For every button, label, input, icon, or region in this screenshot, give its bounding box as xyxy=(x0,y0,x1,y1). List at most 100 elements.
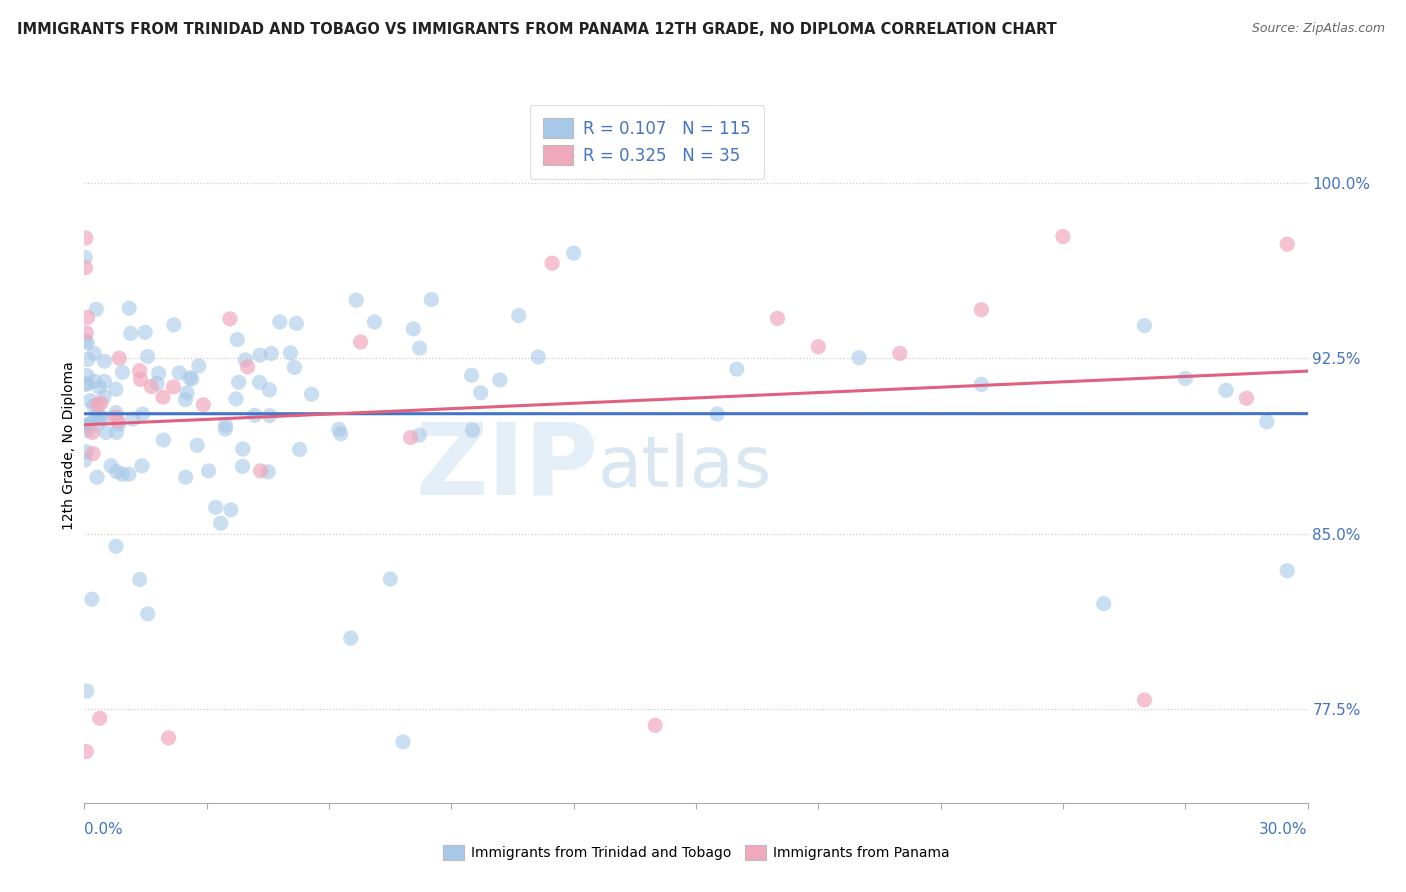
Point xyxy=(93,375,115,389)
Point xyxy=(131,407,153,421)
Point xyxy=(129,372,152,386)
Point xyxy=(260,346,283,360)
Point xyxy=(167,366,190,380)
Point xyxy=(249,348,271,362)
Y-axis label: 12th Grade, No Diploma: 12th Grade, No Diploma xyxy=(62,361,76,531)
Point xyxy=(84,409,107,424)
Point xyxy=(93,390,115,404)
Point xyxy=(111,365,134,379)
Point xyxy=(141,379,163,393)
Point xyxy=(84,302,107,317)
Point xyxy=(392,735,415,749)
Point xyxy=(118,467,141,482)
Point xyxy=(219,503,242,517)
Point xyxy=(380,572,402,586)
Point xyxy=(228,375,250,389)
Point xyxy=(328,422,350,436)
Point xyxy=(1277,564,1299,578)
Point xyxy=(461,423,484,437)
Point xyxy=(399,431,422,445)
Point xyxy=(174,392,197,407)
Point xyxy=(83,399,105,413)
Point xyxy=(104,405,127,419)
Point xyxy=(146,376,169,391)
Point xyxy=(93,354,115,368)
Point xyxy=(344,293,367,307)
Legend: Immigrants from Trinidad and Tobago, Immigrants from Panama: Immigrants from Trinidad and Tobago, Imm… xyxy=(436,838,956,867)
Point xyxy=(259,383,281,397)
Point xyxy=(508,309,530,323)
Point xyxy=(249,376,271,390)
Point xyxy=(83,374,105,388)
Point xyxy=(75,334,97,348)
Point xyxy=(1133,693,1156,707)
Point xyxy=(174,470,197,484)
Point xyxy=(970,302,993,317)
Point xyxy=(90,396,112,410)
Point xyxy=(79,416,101,430)
Text: Source: ZipAtlas.com: Source: ZipAtlas.com xyxy=(1251,22,1385,36)
Point xyxy=(214,422,236,436)
Point xyxy=(75,377,97,392)
Point xyxy=(180,372,202,386)
Point xyxy=(76,310,98,325)
Point xyxy=(86,417,108,432)
Point xyxy=(83,346,105,360)
Point xyxy=(94,425,117,440)
Point xyxy=(301,387,323,401)
Point xyxy=(848,351,870,365)
Point xyxy=(259,409,281,423)
Point xyxy=(136,350,159,364)
Point xyxy=(243,409,266,423)
Point xyxy=(283,360,305,375)
Point xyxy=(76,377,98,392)
Point xyxy=(179,370,201,384)
Point xyxy=(349,334,371,349)
Point xyxy=(104,409,127,424)
Point xyxy=(1236,392,1258,406)
Point xyxy=(163,318,186,332)
Point xyxy=(186,438,208,452)
Point xyxy=(889,346,911,360)
Point xyxy=(105,465,128,479)
Point xyxy=(91,411,114,425)
Point xyxy=(108,351,131,366)
Point xyxy=(408,341,430,355)
Point xyxy=(226,333,249,347)
Point xyxy=(75,744,97,758)
Point xyxy=(232,442,254,456)
Point xyxy=(1256,415,1278,429)
Point xyxy=(120,326,142,341)
Point xyxy=(235,352,257,367)
Point xyxy=(89,711,111,725)
Point xyxy=(107,414,129,428)
Point xyxy=(706,407,728,421)
Point xyxy=(1277,237,1299,252)
Point xyxy=(104,539,127,553)
Point xyxy=(111,467,134,482)
Point xyxy=(89,409,111,424)
Point xyxy=(257,465,280,479)
Point xyxy=(131,458,153,473)
Point xyxy=(76,424,98,438)
Point xyxy=(1174,371,1197,385)
Point xyxy=(970,377,993,392)
Point xyxy=(75,231,97,245)
Point xyxy=(489,373,512,387)
Point xyxy=(79,393,101,408)
Point xyxy=(329,426,352,441)
Point xyxy=(231,459,253,474)
Point xyxy=(76,418,98,433)
Point xyxy=(86,470,108,484)
Point xyxy=(197,464,219,478)
Point xyxy=(157,731,180,745)
Point xyxy=(470,385,492,400)
Text: IMMIGRANTS FROM TRINIDAD AND TOBAGO VS IMMIGRANTS FROM PANAMA 12TH GRADE, NO DIP: IMMIGRANTS FROM TRINIDAD AND TOBAGO VS I… xyxy=(17,22,1057,37)
Point xyxy=(148,367,170,381)
Point xyxy=(193,398,215,412)
Point xyxy=(1092,597,1115,611)
Point xyxy=(249,464,271,478)
Text: 0.0%: 0.0% xyxy=(84,822,124,837)
Point xyxy=(420,293,443,307)
Point xyxy=(73,453,96,467)
